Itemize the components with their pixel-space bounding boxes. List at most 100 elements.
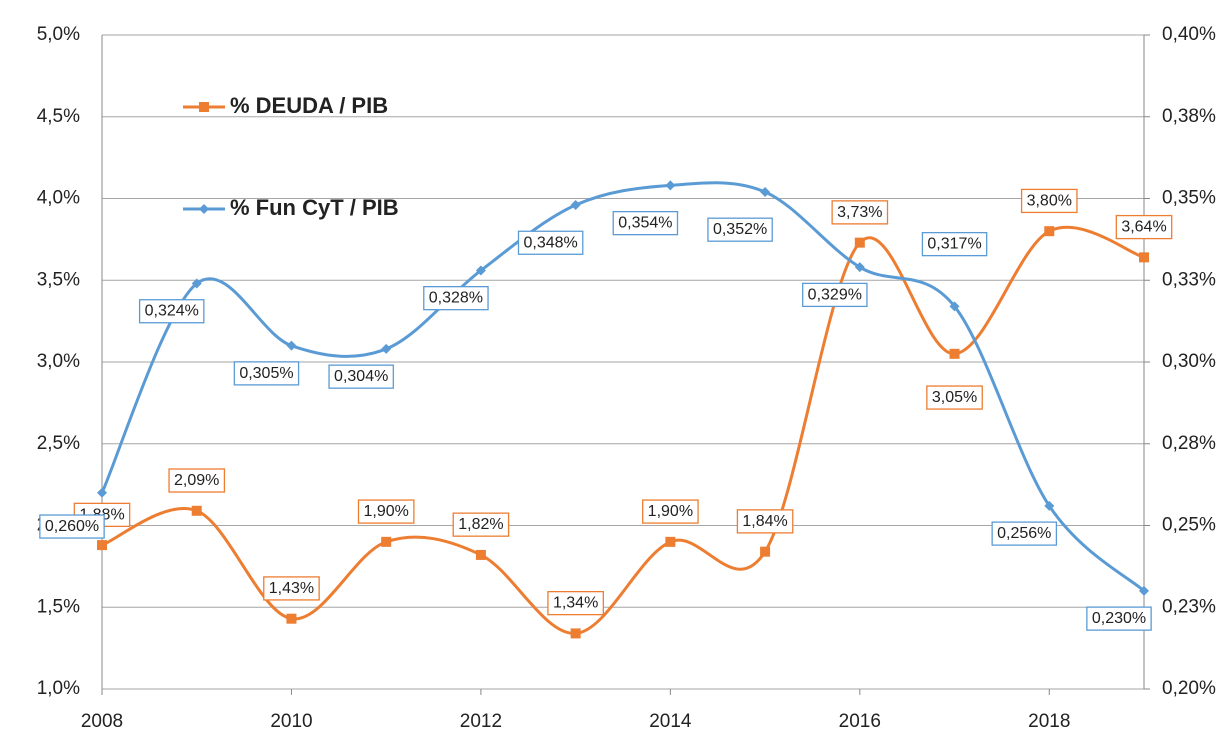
data-label: 3,64% [1121,219,1166,236]
data-label-box [138,299,205,324]
data-label: 1,43% [269,580,314,597]
marker [381,536,392,547]
x-tick-label: 2016 [839,711,881,732]
legend-label: % DEUDA / PIB [230,93,388,118]
marker [665,180,676,191]
y2-tick-label: 0,23% [1162,596,1216,617]
data-label: 1,82% [458,516,503,533]
marker [570,200,581,211]
marker [475,549,486,560]
data-label-box [926,385,983,410]
y2-tick-label: 0,20% [1162,678,1216,699]
data-label-box [612,210,679,236]
data-label-box [233,361,300,386]
marker [854,262,865,273]
y-tick-label: 1,5% [37,596,80,617]
data-label: 0,230% [1092,610,1146,627]
data-label-box [452,512,510,537]
x-tick-label: 2014 [649,711,692,732]
data-label: 0,329% [808,286,862,303]
data-label-box [736,509,794,534]
data-label: 0,328% [429,290,483,307]
data-label-box [168,468,226,493]
marker [760,546,771,557]
x-tick-label: 2008 [81,711,123,732]
data-label-box [707,217,773,242]
y2-tick-label: 0,40% [1162,24,1216,45]
x-tick-label: 2018 [1028,711,1070,732]
data-label: 2,09% [174,472,219,489]
marker [570,628,581,639]
data-label: 3,80% [1027,192,1072,209]
data-label: 1,34% [553,595,598,612]
y2-tick-label: 0,35% [1162,188,1216,209]
data-label: 1,90% [363,503,408,520]
data-label-box [831,200,889,225]
series-line [100,181,1146,593]
y2-tick-label: 0,30% [1162,351,1216,372]
data-label: 0,324% [145,303,199,320]
y2-tick-label: 0,25% [1162,515,1216,536]
marker [191,278,202,289]
marker [1139,252,1149,263]
data-label: 3,73% [837,204,882,221]
data-label: 0,304% [334,368,388,385]
series-line [101,225,1145,635]
marker [949,301,960,312]
data-label-box [39,514,105,539]
y-tick-label: 1,0% [37,678,80,699]
marker [191,505,202,516]
y-tick-label: 4,0% [37,188,80,209]
legend-marker [199,204,209,214]
y-tick-label: 4,5% [37,106,80,127]
data-label-box [802,282,868,308]
data-label-box [1086,606,1152,631]
marker [949,348,960,359]
data-label: 0,256% [997,525,1051,542]
data-label-box [517,230,584,255]
y-tick-label: 5,0% [37,24,80,45]
data-label-box [357,499,415,524]
marker [665,536,676,547]
data-label-box [642,499,699,524]
data-label: 0,305% [239,365,293,382]
marker [97,487,107,498]
y2-tick-label: 0,38% [1162,106,1216,127]
data-label: 0,348% [524,234,578,251]
x-tick-label: 2010 [270,711,312,732]
x-tick-label: 2012 [460,711,502,732]
marker [760,186,771,197]
marker [854,237,865,248]
marker [1044,500,1055,511]
data-label: 0,317% [927,236,981,253]
legend-label: % Fun CyT / PIB [230,195,399,220]
data-label-box [547,590,604,616]
data-label-box [328,364,394,389]
y-tick-label: 3,5% [37,269,80,290]
data-label-box [263,576,320,601]
data-label: 0,352% [713,221,767,238]
y-tick-label: 2,5% [37,433,80,454]
data-label-box [1020,188,1078,214]
marker [475,265,486,276]
data-label-box [423,286,489,311]
data-label-box [921,231,988,257]
y2-tick-label: 0,28% [1162,433,1216,454]
data-label-box [991,521,1058,546]
y-tick-label: 3,0% [37,351,80,372]
data-label: 3,05% [932,389,977,406]
y2-tick-label: 0,33% [1162,269,1216,290]
data-label: 0,354% [618,215,672,232]
marker [1139,585,1149,596]
data-label: 1,84% [742,513,787,530]
marker [286,340,297,351]
data-label: 0,260% [45,518,99,535]
data-label: 1,90% [648,503,693,520]
marker [97,540,107,551]
marker [381,343,392,354]
marker [286,613,297,624]
legend-marker [199,102,209,112]
marker [1044,226,1055,237]
data-label-box [1115,214,1173,240]
